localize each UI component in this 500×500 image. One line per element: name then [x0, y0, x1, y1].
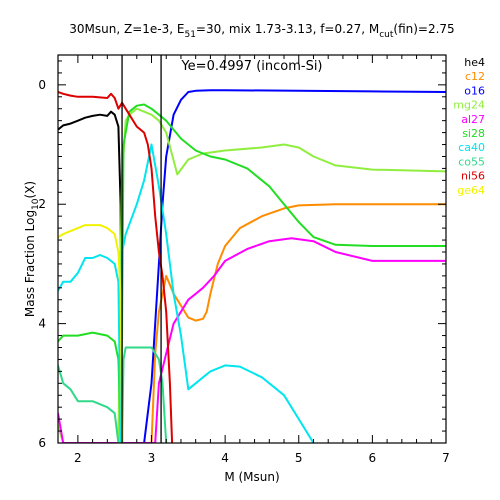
x-tick-label: 7 — [442, 451, 450, 465]
legend-entry-ge64: ge64 — [457, 184, 485, 197]
x-tick-label: 5 — [295, 451, 303, 465]
series-line-o16 — [114, 89, 446, 443]
legend-entry-co55: co55 — [458, 155, 485, 168]
x-axis-label: M (Msun) — [224, 470, 279, 484]
series-line-ge64 — [58, 224, 124, 443]
x-tick-label: 4 — [221, 451, 229, 465]
series-line-co55 — [58, 346, 168, 443]
series-line-c12 — [150, 203, 446, 443]
legend-entry-si28: si28 — [462, 127, 485, 140]
y-tick-label: 0 — [38, 78, 46, 92]
chart-annotation: Ye=0.4997 (incom-Si) — [180, 59, 322, 74]
axis-ticks — [58, 55, 447, 444]
x-tick-label: 2 — [74, 451, 82, 465]
vertical-markers — [121, 55, 162, 443]
legend-entry-ca40: ca40 — [458, 141, 485, 154]
y-tick-label: 6 — [38, 436, 46, 450]
legend-entry-al27: al27 — [461, 113, 485, 126]
series-line-he4 — [58, 110, 124, 443]
series-line-si28 — [58, 103, 446, 433]
legend-entry-mg24: mg24 — [453, 99, 485, 112]
y-axis-label: Mass Fraction Log10(X) — [23, 181, 41, 317]
series-layer — [58, 89, 446, 443]
series-line-ca40 — [58, 143, 315, 443]
x-tick-label: 3 — [148, 451, 156, 465]
plot-frame — [57, 54, 447, 444]
y-tick-label: 4 — [38, 317, 46, 331]
legend-entry-ni56: ni56 — [461, 170, 485, 183]
legend-entry-he4: he4 — [464, 56, 485, 69]
x-tick-labels: 2 3 4 5 6 7 — [74, 451, 450, 465]
series-line-mg24 — [58, 107, 446, 443]
legend-entry-o16: o16 — [464, 84, 485, 97]
series-line-al27 — [58, 237, 446, 443]
y-tick-labels: 0 2 4 6 — [38, 78, 46, 450]
y-tick-label: 2 — [38, 197, 46, 211]
chart-title: 30Msun, Z=1e-3, E51=30, mix 1.73-3.13, f… — [69, 22, 454, 40]
legend-entry-c12: c12 — [465, 70, 485, 83]
x-tick-label: 6 — [369, 451, 377, 465]
